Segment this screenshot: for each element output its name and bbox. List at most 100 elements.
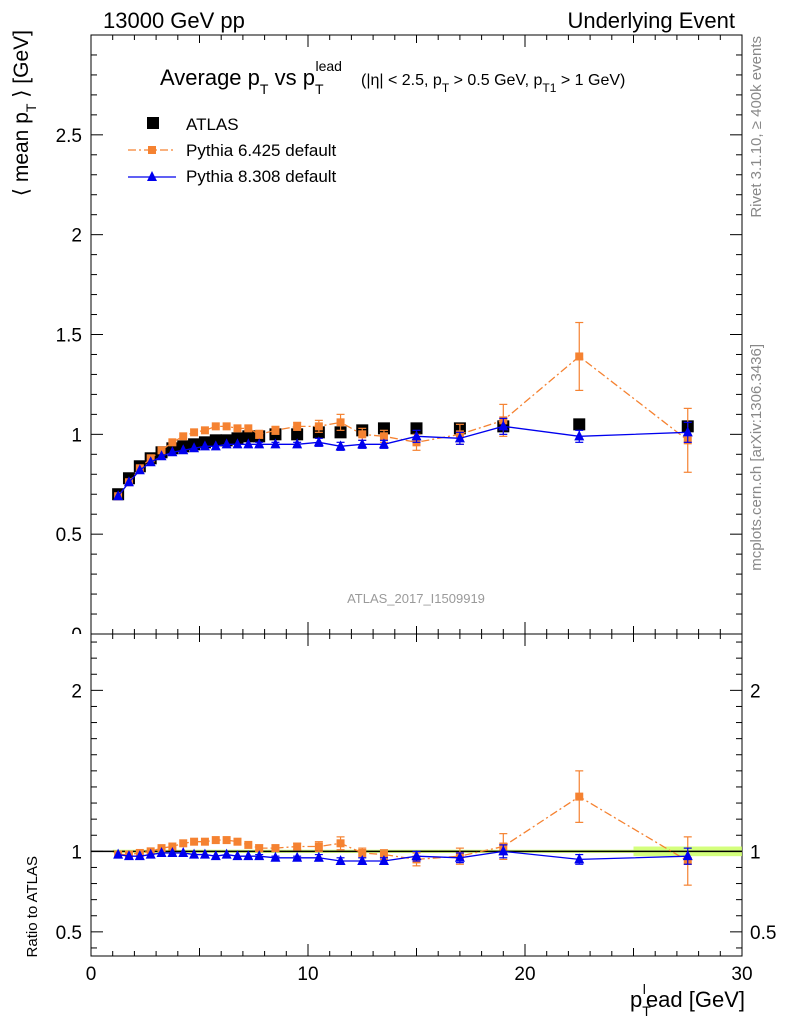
ratio-y-tick-label-right: 1 <box>750 842 761 863</box>
main-y-tick-label: 0.5 <box>56 525 82 546</box>
main-pythia6-point <box>336 418 345 427</box>
main-atlas-point <box>291 428 304 441</box>
main-pythia6-point <box>271 426 280 435</box>
ratio-pythia8-point <box>498 845 509 856</box>
main-pythia8-point <box>682 426 693 437</box>
main-y-tick-label: 2.5 <box>56 126 82 147</box>
title-part-3: vs p <box>268 65 314 90</box>
ratio-pythia8-point <box>156 846 167 857</box>
ratio-pythia8-point <box>189 848 200 859</box>
ratio-pythia8-point <box>145 848 156 859</box>
main-pythia6-point <box>200 426 209 435</box>
main-pythia6-point <box>358 430 367 439</box>
legend: ATLAS Pythia 6.425 default Pythia 8.308 … <box>128 115 337 186</box>
main-pythia8-point <box>134 464 145 475</box>
main-pythia8-point <box>232 438 243 449</box>
ratio-panel-frame <box>90 633 743 957</box>
ratio-pythia6-point <box>190 837 199 846</box>
ratio-pythia8-point <box>221 848 232 859</box>
main-pythia8-point <box>199 440 210 451</box>
x-tick-label: 20 <box>514 964 535 985</box>
ratio-y-tick-label-left: 2 <box>71 681 82 702</box>
main-pythia8-point <box>167 446 178 457</box>
x-title-part-1: p <box>630 987 642 1012</box>
main-pythia8-point <box>221 438 232 449</box>
ratio-pythia6-point <box>200 837 209 846</box>
main-pythia6-point <box>244 424 253 433</box>
ratio-y-axis-title: Ratio to ATLAS <box>24 856 41 957</box>
ratio-pythia8-point <box>574 853 585 864</box>
main-pythia8-point <box>574 430 585 441</box>
main-pythia8-point <box>270 438 281 449</box>
main-atlas-point <box>410 422 423 435</box>
ratio-pythia6-point <box>379 850 388 859</box>
legend-marker-pythia6 <box>148 146 156 154</box>
main-pythia8-point <box>210 440 221 451</box>
main-pythia8-point <box>313 436 324 447</box>
main-atlas-point <box>242 430 255 443</box>
ratio-pythia8-point <box>292 851 303 862</box>
main-y-tick-label: 1 <box>71 425 82 446</box>
ratio-pythia8-point <box>254 850 265 861</box>
cuts-part-5: > 1 GeV) <box>556 72 625 89</box>
main-pythia6-point <box>233 424 242 433</box>
main-pythia8-point <box>113 490 124 501</box>
main-pythia6-point <box>211 422 220 431</box>
ratio-pythia8-point <box>123 850 134 861</box>
ratio-pythia8-point <box>335 855 346 866</box>
ratio-y-tick-label-left: 0.5 <box>56 923 82 944</box>
title-part-5: lead <box>316 58 342 74</box>
ratio-pythia6-point <box>168 842 177 851</box>
ratio-pythia8-point <box>270 851 281 862</box>
main-series-layer <box>112 321 694 501</box>
main-y-axis-title: ⟨ mean pT ⟩ [GeV] <box>10 30 39 196</box>
main-pythia8-point <box>123 476 134 487</box>
main-pythia6-point <box>314 422 323 431</box>
main-atlas-point <box>377 422 390 435</box>
rivet-label: Rivet 3.1.10, ≥ 400k events <box>748 36 765 218</box>
chart-title: Average pT vs pTlead <box>160 58 342 97</box>
main-pythia8-point <box>292 438 303 449</box>
ratio-pythia8-point <box>313 851 324 862</box>
x-title-part-2: T <box>642 1003 651 1019</box>
main-y-tick-label: 0 <box>71 625 82 646</box>
ratio-pythia8-point <box>178 846 189 857</box>
main-pythia8-point <box>254 438 265 449</box>
title-part-1: Average p <box>160 65 260 90</box>
header-left-label: 13000 GeV pp <box>103 8 245 33</box>
title-part-4: T <box>315 81 324 97</box>
ratio-series-layer <box>113 770 693 886</box>
ratio-pythia8-point <box>357 855 368 866</box>
main-pythia8-point <box>156 450 167 461</box>
main-y-tick-label: 1.5 <box>56 326 82 347</box>
main-pythia8-point <box>335 440 346 451</box>
header-right-label: Underlying Event <box>567 8 735 33</box>
main-y-tick-label: 2 <box>71 226 82 247</box>
main-pythia8-point <box>498 420 509 431</box>
ratio-y-tick-label-left: 1 <box>71 842 82 863</box>
main-y-title-part-1: ⟨ mean p <box>10 112 33 196</box>
ratio-pythia6-point <box>233 837 242 846</box>
ratio-pythia6-point <box>293 842 302 851</box>
ratio-pythia8-point <box>232 850 243 861</box>
ratio-pythia6-point <box>336 839 345 848</box>
main-pythia6-point <box>168 438 177 447</box>
main-pythia8-point <box>411 430 422 441</box>
axis-ticks-layer: 0 10 20 300.511.522.500.5 0.51 12 2 <box>56 35 776 985</box>
legend-marker-atlas <box>147 117 159 129</box>
main-pythia6-point <box>190 428 199 437</box>
ratio-pythia6-point <box>314 842 323 851</box>
main-pythia6-point <box>222 422 231 431</box>
ratio-pythia6-point <box>244 840 253 849</box>
legend-marker-pythia8 <box>147 171 157 181</box>
main-pythia8-point <box>454 432 465 443</box>
main-pythia8-point <box>189 442 200 453</box>
x-tick-label: 30 <box>731 964 752 985</box>
ratio-pythia8-point <box>378 855 389 866</box>
x-title-part-4: ead [GeV] <box>646 987 745 1012</box>
main-y-title-part-3: ⟩ [GeV] <box>10 30 33 104</box>
ratio-pythia8-point <box>167 846 178 857</box>
main-pythia8-point <box>178 444 189 455</box>
main-pythia8-point <box>357 438 368 449</box>
